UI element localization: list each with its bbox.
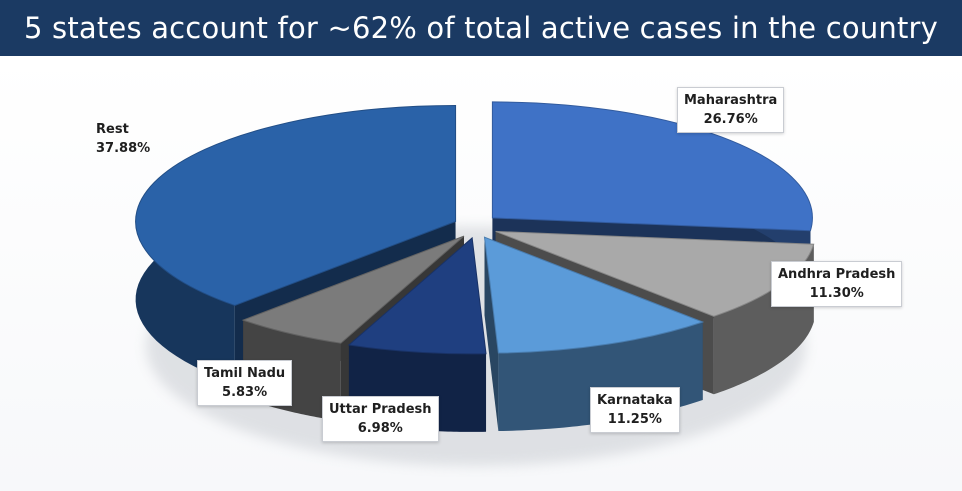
- label-tamil-nadu: Tamil Nadu 5.83%: [197, 360, 293, 406]
- label-karnataka: Karnataka 11.25%: [590, 387, 680, 433]
- slice-uttar-pradesh: [347, 236, 487, 432]
- slice-karnataka-top: [483, 236, 705, 354]
- slice-karnataka-wall-1: [484, 237, 499, 432]
- label-tamil-nadu-value: 5.83%: [222, 385, 268, 400]
- slice-tamil-nadu-top: [241, 235, 465, 344]
- label-maharashtra-name: Maharashtra: [684, 93, 778, 108]
- label-maharashtra: Maharashtra 26.76%: [677, 87, 785, 133]
- label-uttar-pradesh: Uttar Pradesh 6.98%: [322, 396, 439, 442]
- label-karnataka-value: 11.25%: [607, 412, 662, 427]
- title-bar: 5 states account for ~62% of total activ…: [0, 0, 962, 56]
- slice-maharashtra-top: [491, 101, 813, 232]
- chart-title: 5 states account for ~62% of total activ…: [23, 11, 939, 45]
- label-karnataka-name: Karnataka: [597, 393, 673, 408]
- label-andhra-pradesh: Andhra Pradesh 11.30%: [771, 261, 903, 307]
- label-uttar-pradesh-value: 6.98%: [357, 421, 403, 436]
- slice-rest-top: [135, 105, 457, 306]
- label-andhra-pradesh-value: 11.30%: [809, 286, 864, 301]
- slice-uttar-pradesh-top: [347, 236, 487, 355]
- label-rest: Rest 37.88%: [89, 116, 157, 162]
- label-rest-name: Rest: [96, 122, 129, 137]
- label-andhra-pradesh-name: Andhra Pradesh: [778, 267, 896, 282]
- label-tamil-nadu-name: Tamil Nadu: [204, 366, 286, 381]
- label-rest-value: 37.88%: [96, 141, 151, 156]
- label-uttar-pradesh-name: Uttar Pradesh: [329, 402, 432, 417]
- chart-area: Maharashtra 26.76% Andhra Pradesh 11.30%…: [0, 56, 962, 491]
- label-maharashtra-value: 26.76%: [703, 112, 758, 127]
